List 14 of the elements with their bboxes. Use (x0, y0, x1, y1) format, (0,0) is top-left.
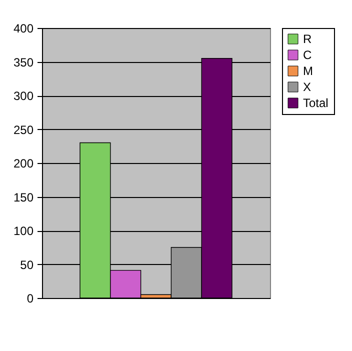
y-tick-label: 400 (13, 22, 34, 36)
y-tick-label: 0 (26, 292, 34, 306)
y-tick-label: 150 (13, 190, 34, 204)
legend-label: X (303, 80, 312, 94)
legend-label: R (303, 32, 312, 46)
y-tick-label: 200 (13, 156, 34, 170)
y-tick-label: 300 (13, 89, 34, 103)
y-tick-label: 250 (13, 122, 34, 137)
legend-label: M (303, 64, 313, 78)
y-tick-label: 50 (20, 258, 34, 272)
legend-label: C (303, 48, 312, 62)
legend-label: Total (303, 96, 328, 110)
y-tick-label: 350 (13, 55, 34, 70)
y-tick-label: 100 (13, 224, 34, 238)
